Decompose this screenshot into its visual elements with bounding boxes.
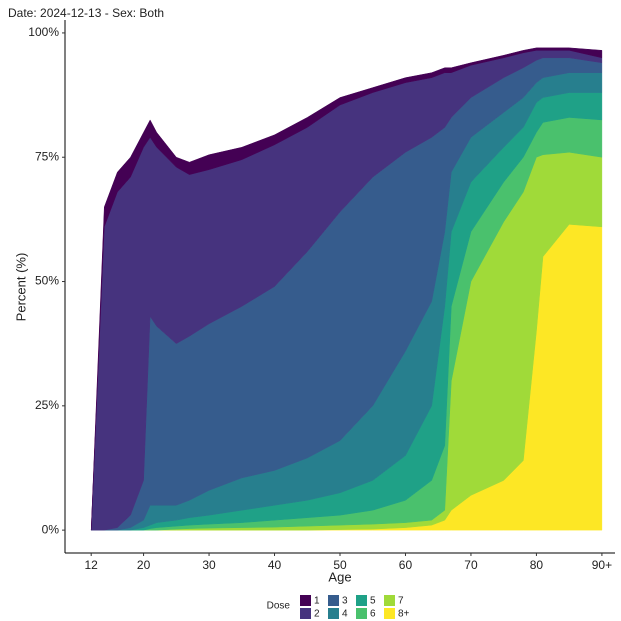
x-axis-label: Age: [328, 569, 351, 584]
x-tick-label: 20: [137, 558, 151, 572]
legend-swatch: [356, 595, 367, 606]
legend-title: Dose: [267, 601, 291, 612]
x-tick-label: 30: [202, 558, 216, 572]
y-tick-label: 100%: [28, 25, 59, 39]
legend-label: 6: [370, 609, 376, 620]
y-axis-label: Percent (%): [13, 253, 28, 322]
legend-label: 1: [314, 596, 320, 607]
y-tick-label: 25%: [35, 398, 59, 412]
legend-swatch: [356, 608, 367, 619]
legend-swatch: [384, 595, 395, 606]
legend-swatch: [328, 595, 339, 606]
legend-label: 5: [370, 596, 376, 607]
x-tick-label: 40: [268, 558, 282, 572]
area-series: [90, 47, 603, 531]
x-tick-label: 50: [333, 558, 347, 572]
y-tick-label: 75%: [35, 149, 59, 163]
legend-label: 2: [314, 609, 320, 620]
legend-swatch: [300, 595, 311, 606]
x-tick-label: 60: [399, 558, 413, 572]
x-tick-label: 12: [85, 558, 99, 572]
y-tick-label: 0%: [42, 522, 60, 536]
x-tick-label: 90+: [592, 558, 612, 572]
legend-label: 8+: [398, 609, 410, 620]
legend-label: 4: [342, 609, 348, 620]
chart-title: Date: 2024-12-13 - Sex: Both: [8, 6, 164, 20]
legend-swatch: [384, 608, 395, 619]
x-tick-label: 80: [530, 558, 544, 572]
x-tick-label: 70: [464, 558, 478, 572]
legend-swatch: [328, 608, 339, 619]
plot-area: [90, 47, 603, 531]
legend-swatch: [300, 608, 311, 619]
legend-label: 7: [398, 596, 404, 607]
y-tick-label: 50%: [35, 274, 59, 288]
legend-label: 3: [342, 596, 348, 607]
